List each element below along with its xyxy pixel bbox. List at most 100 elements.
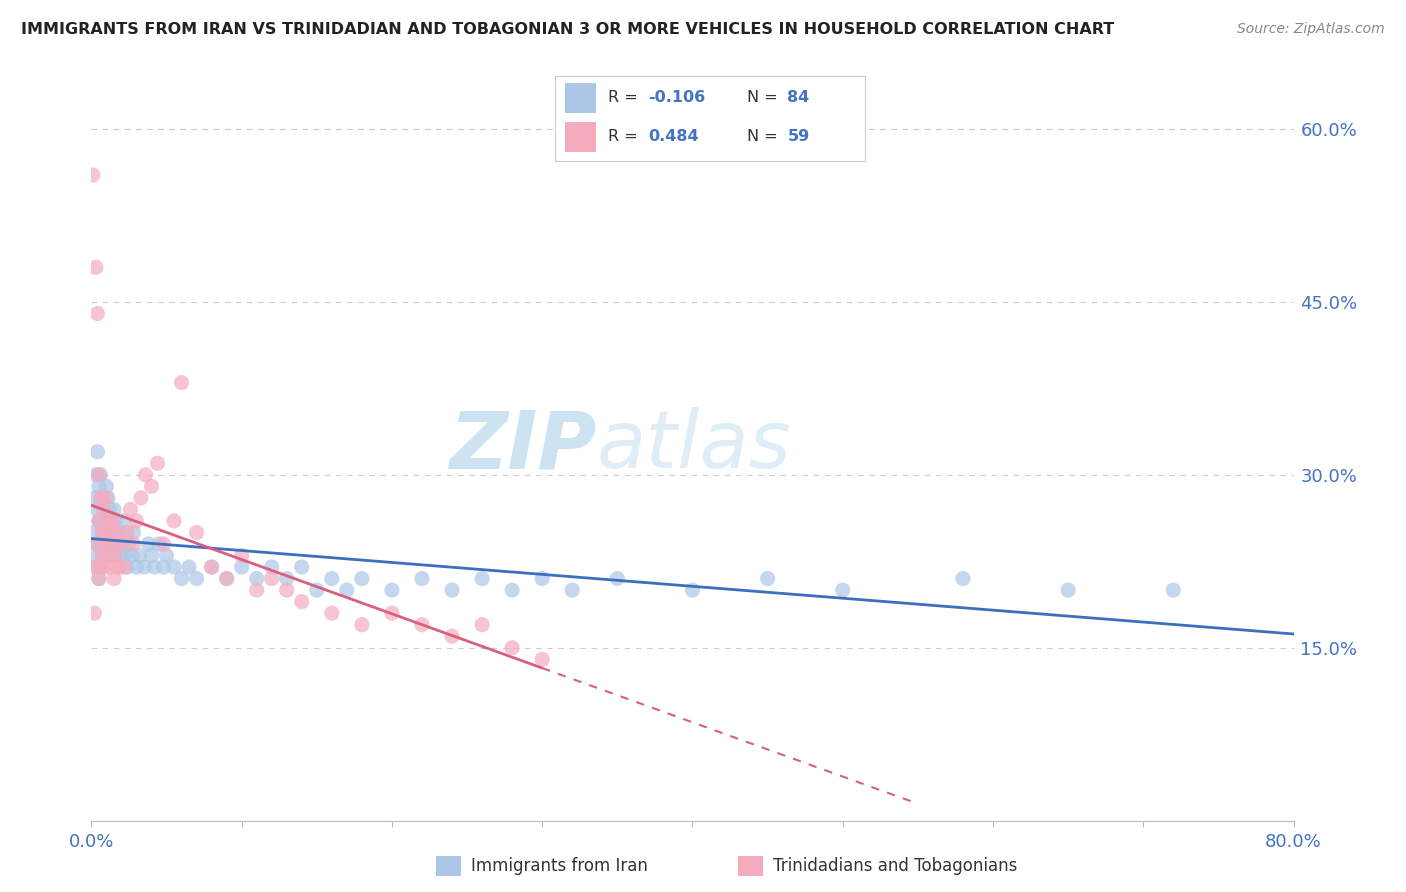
Point bbox=[93, 502, 115, 516]
Point bbox=[90, 549, 112, 563]
Point bbox=[93, 549, 115, 563]
Point bbox=[246, 572, 269, 586]
Point bbox=[129, 491, 152, 505]
Point bbox=[177, 560, 200, 574]
Text: ZIP: ZIP bbox=[449, 407, 596, 485]
Point bbox=[141, 479, 163, 493]
Point bbox=[336, 583, 359, 598]
Point bbox=[97, 549, 120, 563]
Text: Immigrants from Iran: Immigrants from Iran bbox=[471, 857, 648, 875]
Point bbox=[1057, 583, 1080, 598]
Point bbox=[143, 560, 166, 574]
Point bbox=[96, 549, 118, 563]
Point bbox=[100, 514, 122, 528]
Point bbox=[152, 560, 174, 574]
Point bbox=[103, 537, 125, 551]
Point bbox=[87, 572, 110, 586]
Point bbox=[122, 537, 145, 551]
Point bbox=[952, 572, 974, 586]
Point bbox=[83, 560, 105, 574]
Text: atlas: atlas bbox=[596, 407, 792, 485]
Point bbox=[381, 583, 404, 598]
Point bbox=[291, 594, 314, 608]
Point bbox=[96, 537, 118, 551]
Point bbox=[215, 572, 238, 586]
Point bbox=[107, 525, 129, 540]
Point bbox=[125, 514, 148, 528]
Point bbox=[125, 560, 148, 574]
Point bbox=[141, 549, 163, 563]
Point bbox=[94, 514, 117, 528]
FancyBboxPatch shape bbox=[565, 122, 596, 152]
Point bbox=[291, 560, 314, 574]
Point bbox=[89, 560, 111, 574]
Point bbox=[100, 549, 122, 563]
Text: R =: R = bbox=[607, 129, 643, 145]
Point bbox=[87, 514, 110, 528]
Point bbox=[132, 560, 155, 574]
Point bbox=[103, 572, 125, 586]
Point bbox=[246, 583, 269, 598]
Point bbox=[152, 537, 174, 551]
Point bbox=[98, 537, 121, 551]
Point bbox=[114, 560, 136, 574]
Point bbox=[84, 537, 107, 551]
Point bbox=[110, 537, 132, 551]
Point bbox=[350, 572, 373, 586]
Point bbox=[84, 560, 107, 574]
Point bbox=[86, 537, 108, 551]
Text: R =: R = bbox=[607, 90, 643, 105]
Text: Source: ZipAtlas.com: Source: ZipAtlas.com bbox=[1237, 22, 1385, 37]
Point bbox=[104, 514, 127, 528]
Point bbox=[163, 560, 186, 574]
Point bbox=[501, 640, 523, 655]
Point bbox=[120, 502, 142, 516]
Point bbox=[90, 537, 112, 551]
Point bbox=[321, 606, 343, 620]
Point bbox=[86, 306, 108, 320]
Point bbox=[411, 617, 433, 632]
Point bbox=[82, 168, 104, 182]
Point bbox=[103, 537, 125, 551]
Point bbox=[114, 549, 136, 563]
Point bbox=[260, 560, 283, 574]
Text: 0.484: 0.484 bbox=[648, 129, 699, 145]
Point bbox=[89, 467, 111, 482]
Point bbox=[260, 572, 283, 586]
Point bbox=[501, 583, 523, 598]
Point bbox=[531, 652, 554, 666]
Point bbox=[87, 479, 110, 493]
Point bbox=[121, 549, 143, 563]
Point bbox=[831, 583, 853, 598]
Point bbox=[104, 549, 127, 563]
Point bbox=[105, 560, 128, 574]
Point bbox=[321, 572, 343, 586]
Point bbox=[110, 537, 132, 551]
Point bbox=[107, 525, 129, 540]
Point bbox=[96, 514, 118, 528]
Point bbox=[111, 514, 134, 528]
Point bbox=[471, 617, 494, 632]
Point bbox=[305, 583, 328, 598]
Point bbox=[155, 549, 177, 563]
Point bbox=[87, 537, 110, 551]
Point bbox=[86, 549, 108, 563]
Point bbox=[122, 525, 145, 540]
Text: N =: N = bbox=[747, 90, 783, 105]
Point bbox=[117, 560, 139, 574]
Point bbox=[103, 502, 125, 516]
Point bbox=[231, 549, 253, 563]
Point bbox=[756, 572, 779, 586]
Point bbox=[86, 502, 108, 516]
Point bbox=[97, 525, 120, 540]
Point bbox=[411, 572, 433, 586]
Point bbox=[105, 537, 128, 551]
Point bbox=[471, 572, 494, 586]
Point bbox=[93, 525, 115, 540]
Point bbox=[201, 560, 224, 574]
Point bbox=[170, 376, 193, 390]
Point bbox=[561, 583, 583, 598]
Point bbox=[93, 560, 115, 574]
Point bbox=[94, 549, 117, 563]
Point bbox=[87, 467, 110, 482]
